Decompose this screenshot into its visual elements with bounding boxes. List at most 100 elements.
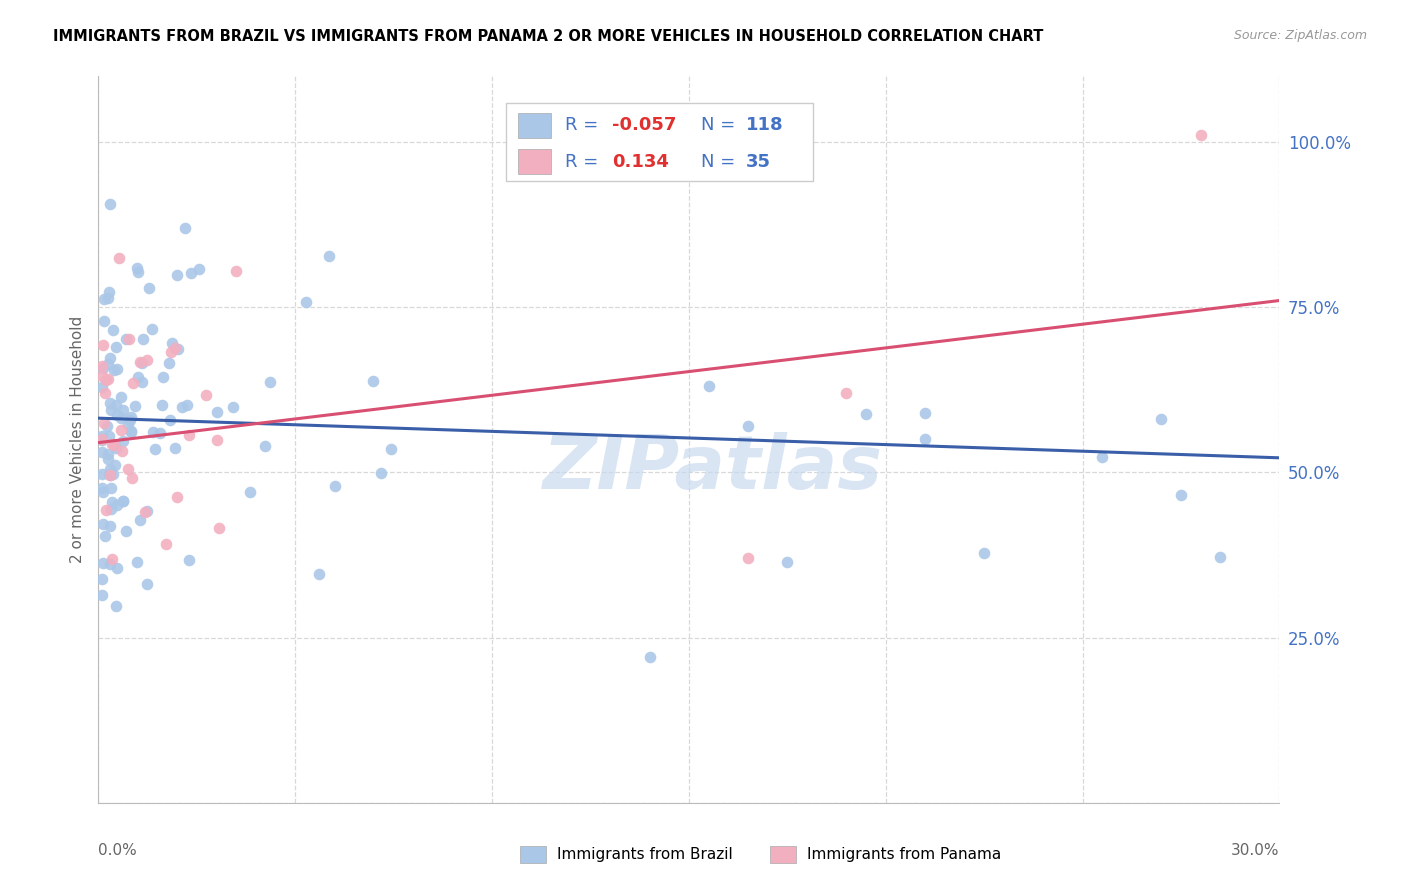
Text: Immigrants from Brazil: Immigrants from Brazil bbox=[557, 847, 733, 862]
Point bbox=[855, 407, 877, 421]
Point bbox=[160, 345, 183, 359]
Point bbox=[361, 375, 384, 389]
Point bbox=[111, 403, 134, 417]
Point bbox=[914, 406, 936, 420]
Point bbox=[1170, 488, 1192, 502]
Point bbox=[100, 481, 122, 495]
Point bbox=[91, 380, 114, 394]
Point bbox=[157, 355, 180, 369]
Point bbox=[128, 512, 150, 526]
Point bbox=[136, 352, 159, 367]
Point bbox=[239, 485, 262, 500]
Point bbox=[1189, 128, 1212, 143]
Point bbox=[98, 462, 121, 476]
Point bbox=[105, 398, 128, 412]
Point bbox=[93, 416, 115, 430]
Point bbox=[98, 558, 121, 572]
Point bbox=[101, 467, 124, 481]
Point bbox=[101, 495, 124, 509]
Point bbox=[117, 417, 139, 431]
Point bbox=[166, 490, 188, 504]
Point bbox=[125, 260, 148, 275]
Point bbox=[100, 502, 122, 516]
Point bbox=[97, 467, 120, 481]
Point bbox=[165, 342, 187, 356]
Point bbox=[104, 599, 127, 613]
Text: N =: N = bbox=[700, 116, 741, 135]
Text: 0.0%: 0.0% bbox=[98, 843, 138, 858]
FancyBboxPatch shape bbox=[517, 149, 551, 174]
Point bbox=[103, 458, 125, 472]
Point bbox=[131, 332, 153, 346]
Point bbox=[91, 359, 114, 373]
Text: 0.134: 0.134 bbox=[612, 153, 669, 170]
Point bbox=[1150, 412, 1173, 426]
Point bbox=[118, 333, 141, 347]
Point bbox=[91, 338, 114, 352]
Point bbox=[159, 413, 181, 427]
Point bbox=[120, 425, 142, 440]
Point bbox=[737, 551, 759, 566]
Point bbox=[100, 552, 122, 566]
Point bbox=[107, 251, 129, 265]
Point bbox=[97, 452, 120, 467]
Point bbox=[115, 332, 138, 346]
Point bbox=[973, 546, 995, 560]
Point bbox=[96, 419, 118, 434]
Point bbox=[110, 390, 132, 404]
Point bbox=[131, 356, 153, 370]
Point bbox=[103, 363, 125, 377]
Point bbox=[91, 429, 114, 443]
Point bbox=[120, 424, 142, 438]
Text: 118: 118 bbox=[745, 116, 783, 135]
Point bbox=[91, 444, 114, 458]
Point bbox=[160, 335, 183, 350]
Point bbox=[110, 423, 132, 437]
Point bbox=[103, 438, 125, 452]
Point bbox=[180, 266, 202, 280]
Text: N =: N = bbox=[700, 153, 741, 170]
Point bbox=[91, 433, 114, 447]
Point bbox=[110, 410, 132, 425]
Point bbox=[105, 498, 128, 512]
Point bbox=[98, 519, 121, 533]
Point bbox=[737, 419, 759, 434]
Point bbox=[166, 343, 188, 357]
Point bbox=[105, 340, 128, 354]
Point bbox=[208, 521, 231, 535]
Point bbox=[97, 357, 120, 371]
Text: Source: ZipAtlas.com: Source: ZipAtlas.com bbox=[1233, 29, 1367, 42]
Point bbox=[91, 467, 114, 481]
Point bbox=[104, 441, 127, 455]
Point bbox=[150, 398, 173, 412]
Point bbox=[93, 293, 115, 307]
Point bbox=[207, 405, 229, 419]
Point bbox=[177, 428, 200, 442]
Point bbox=[101, 323, 124, 337]
Point bbox=[105, 362, 128, 376]
Point bbox=[308, 566, 330, 581]
Point bbox=[370, 466, 392, 480]
Text: Immigrants from Panama: Immigrants from Panama bbox=[807, 847, 1001, 862]
Point bbox=[295, 295, 318, 310]
Point bbox=[172, 400, 194, 414]
Point bbox=[835, 386, 858, 401]
Point bbox=[98, 197, 121, 211]
Point bbox=[91, 556, 114, 570]
Point bbox=[776, 555, 799, 569]
Point bbox=[107, 409, 129, 423]
Point bbox=[115, 524, 138, 538]
Point bbox=[98, 351, 121, 365]
Point bbox=[94, 503, 117, 517]
Y-axis label: 2 or more Vehicles in Household: 2 or more Vehicles in Household bbox=[69, 316, 84, 563]
Point bbox=[222, 400, 245, 414]
Point bbox=[194, 388, 217, 402]
Point bbox=[323, 478, 346, 492]
Point bbox=[91, 361, 114, 376]
Point bbox=[318, 249, 340, 263]
Point bbox=[98, 285, 121, 300]
Point bbox=[225, 264, 247, 278]
Point bbox=[93, 528, 115, 542]
Point bbox=[127, 555, 149, 569]
Point bbox=[91, 588, 114, 602]
